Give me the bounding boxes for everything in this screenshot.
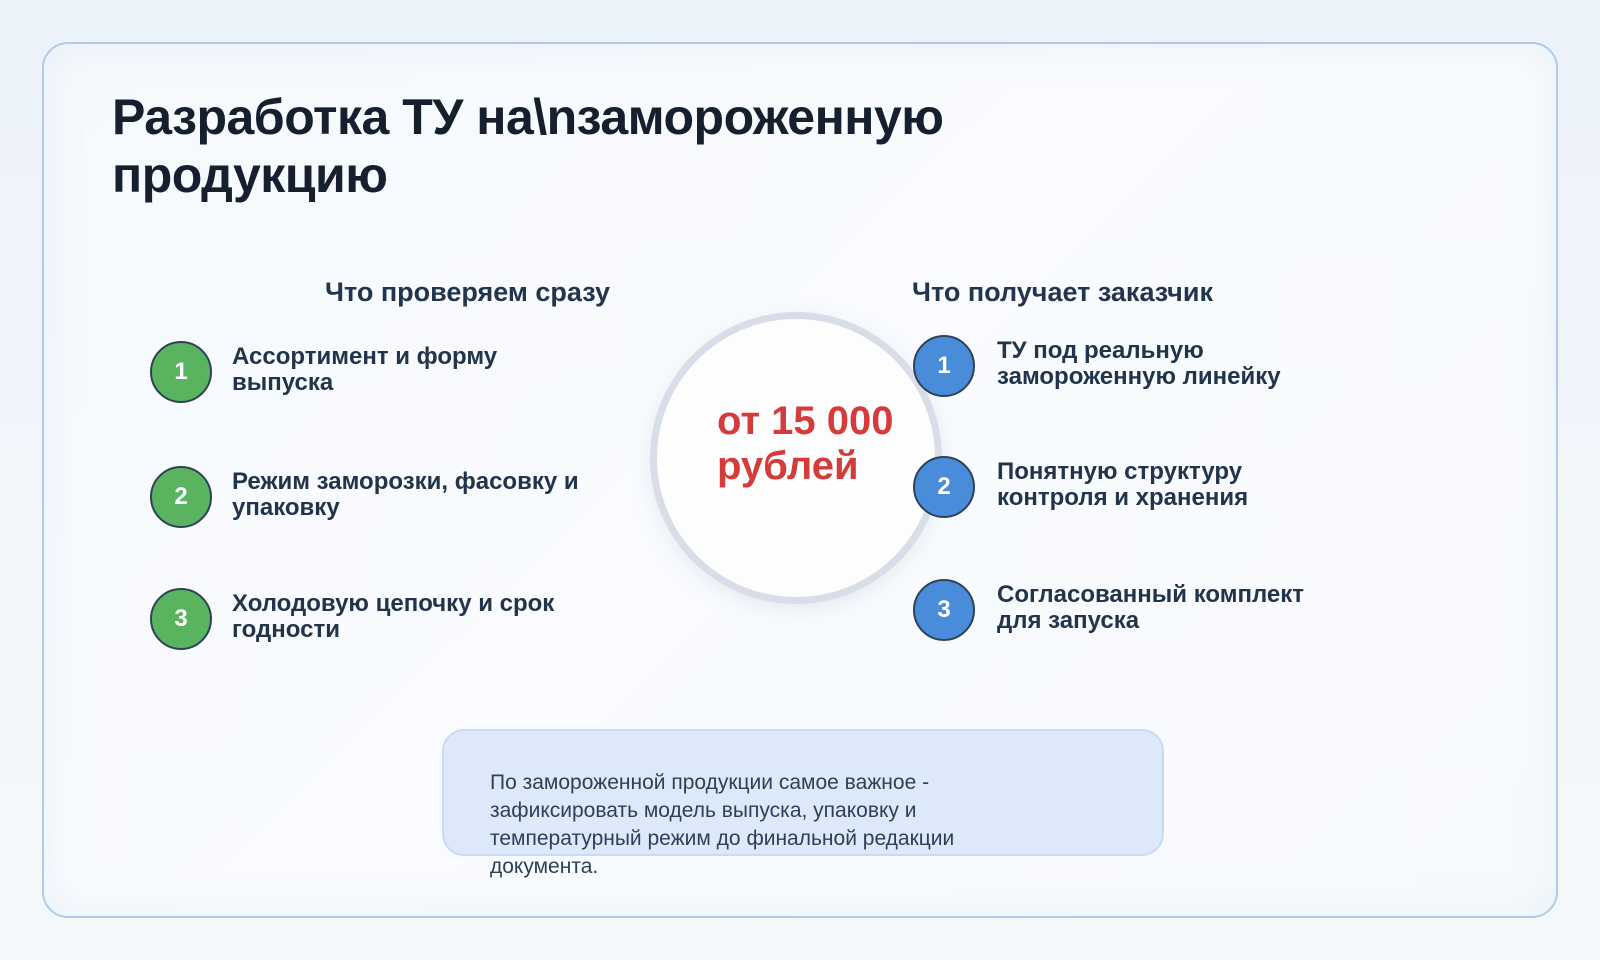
left-item-2-label: Режим заморозки, фасовку и упаковку — [232, 468, 579, 521]
right-item-3-label: Согласованный комплект для запуска — [997, 581, 1305, 634]
left-item-3-label: Холодовую цепочку и срок годности — [232, 590, 555, 643]
badge-number: 2 — [937, 473, 951, 500]
right-item-2-number-badge: 2 — [913, 456, 975, 518]
note-text: По замороженной продукции самое важное -… — [490, 771, 955, 878]
note-box: По замороженной продукции самое важное -… — [442, 729, 1164, 878]
badge-number: 3 — [174, 605, 188, 632]
right-item-3-number-badge: 3 — [913, 579, 975, 641]
right-column-header: Что получает заказчик — [912, 277, 1213, 307]
left-item-2-number-badge: 2 — [150, 466, 212, 528]
right-item-1-number-badge: 1 — [913, 335, 975, 397]
badge-number: 3 — [937, 596, 951, 623]
price-circle: от 15 000 рублей — [650, 312, 942, 604]
left-column-header: Что проверяем сразу — [325, 277, 611, 307]
left-item-3-number-badge: 3 — [150, 588, 212, 650]
left-item-1-label: Ассортимент и форму выпуска — [232, 343, 498, 396]
badge-number: 2 — [174, 483, 188, 510]
badge-number: 1 — [937, 352, 951, 379]
badge-number: 1 — [174, 358, 188, 385]
price-text: от 15 000 рублей — [717, 399, 894, 488]
right-item-1-label: ТУ под реальную замороженную линейку — [997, 337, 1281, 390]
right-item-2-label: Понятную структуру контроля и хранения — [997, 458, 1249, 511]
page-title: Разработка ТУ на\nзамороженную продукцию — [112, 89, 944, 203]
left-item-1-number-badge: 1 — [150, 341, 212, 403]
